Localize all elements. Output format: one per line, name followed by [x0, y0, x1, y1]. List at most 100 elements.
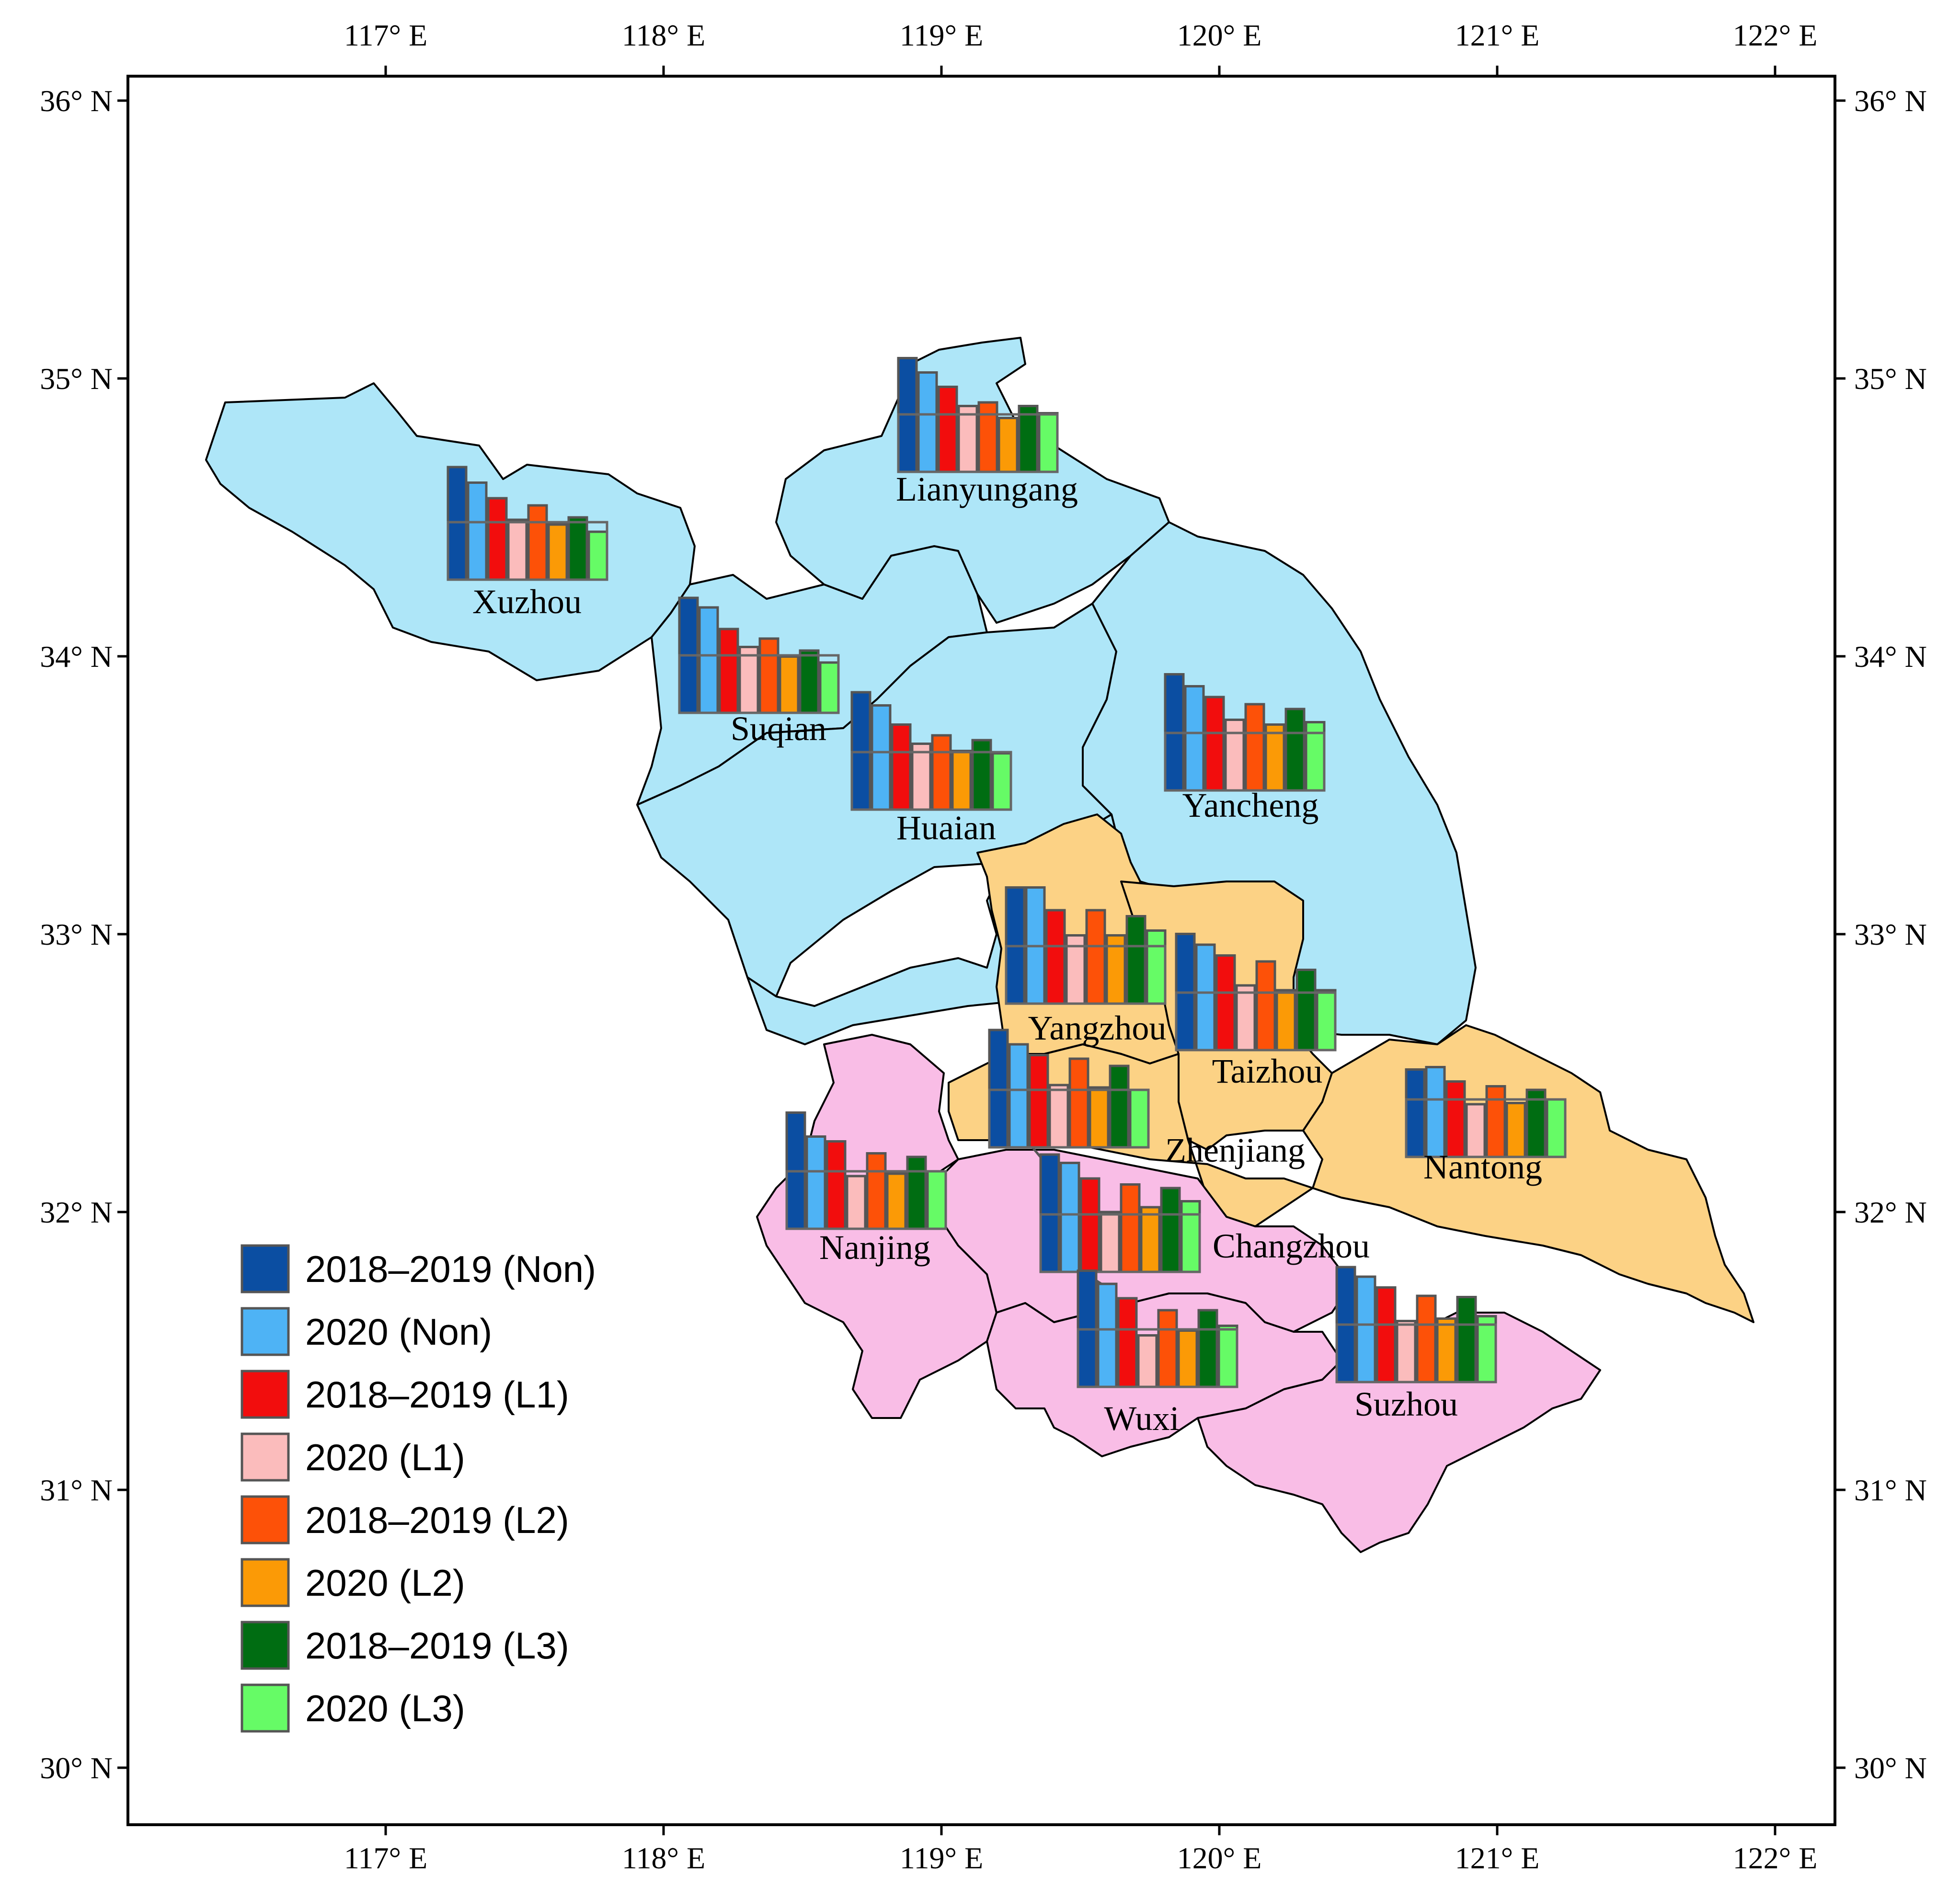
chart-base-box	[1164, 732, 1326, 792]
bar-yancheng-2	[1204, 696, 1225, 792]
city-label: Yancheng	[1182, 786, 1319, 824]
city-label: Suqian	[731, 709, 826, 748]
city-label: Xuzhou	[472, 583, 582, 621]
bar-xuzhou-1	[467, 481, 488, 581]
city-label: Huaian	[896, 809, 996, 847]
city-label: Wuxi	[1104, 1399, 1179, 1438]
city-chart-yancheng: Yancheng	[1164, 673, 1326, 824]
city-label: Nanjing	[819, 1228, 930, 1267]
bar-nanjing-4	[866, 1152, 887, 1230]
city-chart-yangzhou: Yangzhou	[1005, 886, 1167, 1047]
legend: 2018–2019 (Non) 2020 (Non) 2018–2019 (L1) 2…	[241, 1244, 596, 1733]
city-label: Yangzhou	[1028, 1009, 1167, 1047]
bar-zhenjiang-2	[1028, 1054, 1049, 1149]
lat-label-left: 36° N	[40, 84, 113, 118]
legend-label: 2020 (Non)	[305, 1311, 492, 1353]
legend-label: 2018–2019 (L2)	[305, 1499, 569, 1541]
lat-label-left: 35° N	[40, 362, 113, 396]
lat-label-right: 30° N	[1854, 1751, 1927, 1785]
city-label: Zhenjiang	[1165, 1131, 1305, 1169]
bar-nantong-7	[1546, 1098, 1567, 1158]
bar-yancheng-5	[1264, 723, 1285, 792]
legend-label: 2018–2019 (L1)	[305, 1373, 569, 1416]
lat-label-right: 31° N	[1854, 1473, 1927, 1507]
lon-label-bottom: 118° E	[622, 1841, 705, 1875]
bar-xuzhou-5	[547, 523, 568, 581]
legend-label: 2020 (L2)	[305, 1562, 465, 1604]
city-label: Nantong	[1423, 1148, 1542, 1186]
chart-base-box	[1077, 1328, 1238, 1388]
bar-wuxi-3	[1137, 1334, 1158, 1388]
bar-yangzhou-6	[1125, 915, 1146, 1005]
lon-label-top: 118° E	[622, 18, 705, 52]
bar-wuxi-2	[1117, 1297, 1138, 1388]
bar-xuzhou-3	[507, 518, 528, 581]
city-chart-huaian: Huaian	[850, 691, 1012, 847]
legend-swatch	[241, 1307, 290, 1356]
bar-lianyungang-2	[937, 386, 958, 473]
bar-changzhou-7	[1180, 1200, 1201, 1273]
bar-yancheng-1	[1184, 685, 1205, 792]
lat-label-right: 35° N	[1854, 362, 1927, 396]
lon-label-bottom: 121° E	[1455, 1841, 1540, 1875]
bar-changzhou-6	[1160, 1187, 1181, 1273]
bar-nanjing-7	[926, 1170, 947, 1230]
bar-nanjing-6	[906, 1155, 927, 1230]
bar-wuxi-4	[1157, 1309, 1178, 1388]
city-chart-xuzhou: Xuzhou	[447, 466, 608, 621]
lon-label-top: 122° E	[1733, 18, 1818, 52]
lon-label-bottom: 117° E	[344, 1841, 427, 1875]
chart-base-box	[1405, 1098, 1567, 1158]
bar-huaian-7	[991, 752, 1012, 811]
axis-ticks: 117° E 117° E 118° E 118° E 119° E 119° E 120°…	[40, 18, 1927, 1875]
lon-label-top: 121° E	[1455, 18, 1540, 52]
bar-lianyungang-1	[917, 371, 938, 473]
chart-base-box	[1039, 1213, 1201, 1273]
chart-base-box	[897, 413, 1059, 473]
lat-label-left: 31° N	[40, 1473, 113, 1507]
bar-taizhou-6	[1295, 969, 1317, 1052]
bar-suqian-2	[718, 628, 739, 714]
legend-swatch	[241, 1621, 290, 1670]
city-label: Taizhou	[1212, 1052, 1323, 1090]
legend-swatch	[241, 1432, 290, 1482]
bar-nanjing-3	[846, 1175, 867, 1230]
city-chart-wuxi: Wuxi	[1077, 1269, 1238, 1438]
bar-zhenjiang-3	[1048, 1084, 1069, 1149]
lon-label-bottom: 120° E	[1177, 1841, 1262, 1875]
bar-lianyungang-6	[1018, 405, 1039, 473]
city-chart-changzhou: Changzhou	[1039, 1153, 1370, 1295]
bar-xuzhou-2	[487, 497, 508, 581]
city-chart-nanjing: Nanjing	[785, 1111, 947, 1267]
bar-taizhou-7	[1316, 989, 1337, 1052]
bar-xuzhou-4	[527, 504, 548, 581]
chart-base-box	[1335, 1323, 1497, 1384]
bar-lianyungang-4	[977, 401, 998, 473]
bar-huaian-5	[951, 750, 972, 811]
bar-yancheng-6	[1284, 708, 1306, 792]
bar-huaian-3	[911, 743, 932, 811]
lat-label-left: 34° N	[40, 640, 113, 674]
bar-huaian-1	[871, 704, 892, 811]
lon-label-top: 119° E	[900, 18, 983, 52]
bar-zhenjiang-5	[1089, 1086, 1110, 1149]
bar-suqian-7	[819, 661, 840, 714]
chart-base-box	[678, 654, 840, 714]
bar-taizhou-5	[1275, 989, 1296, 1052]
lat-label-right: 36° N	[1854, 84, 1927, 118]
bar-yangzhou-2	[1045, 909, 1066, 1005]
bar-yangzhou-4	[1085, 909, 1106, 1005]
bar-taizhou-3	[1235, 984, 1256, 1052]
city-charts: Xuzhou Lianyungang Suqian Huaian Yancheng Yan…	[447, 357, 1567, 1438]
city-chart-suqian: Suqian	[678, 596, 840, 748]
region-lianyungang	[775, 337, 1170, 624]
city-chart-taizhou: Taizhou	[1175, 933, 1337, 1090]
bar-lianyungang-5	[997, 417, 1019, 473]
legend-label: 2018–2019 (Non)	[305, 1248, 596, 1290]
bar-huaian-4	[931, 734, 952, 811]
bar-xuzhou-6	[567, 516, 588, 581]
bar-changzhou-4	[1120, 1183, 1141, 1273]
bar-changzhou-5	[1140, 1206, 1161, 1273]
lon-label-top: 117° E	[344, 18, 427, 52]
lon-label-top: 120° E	[1177, 18, 1262, 52]
